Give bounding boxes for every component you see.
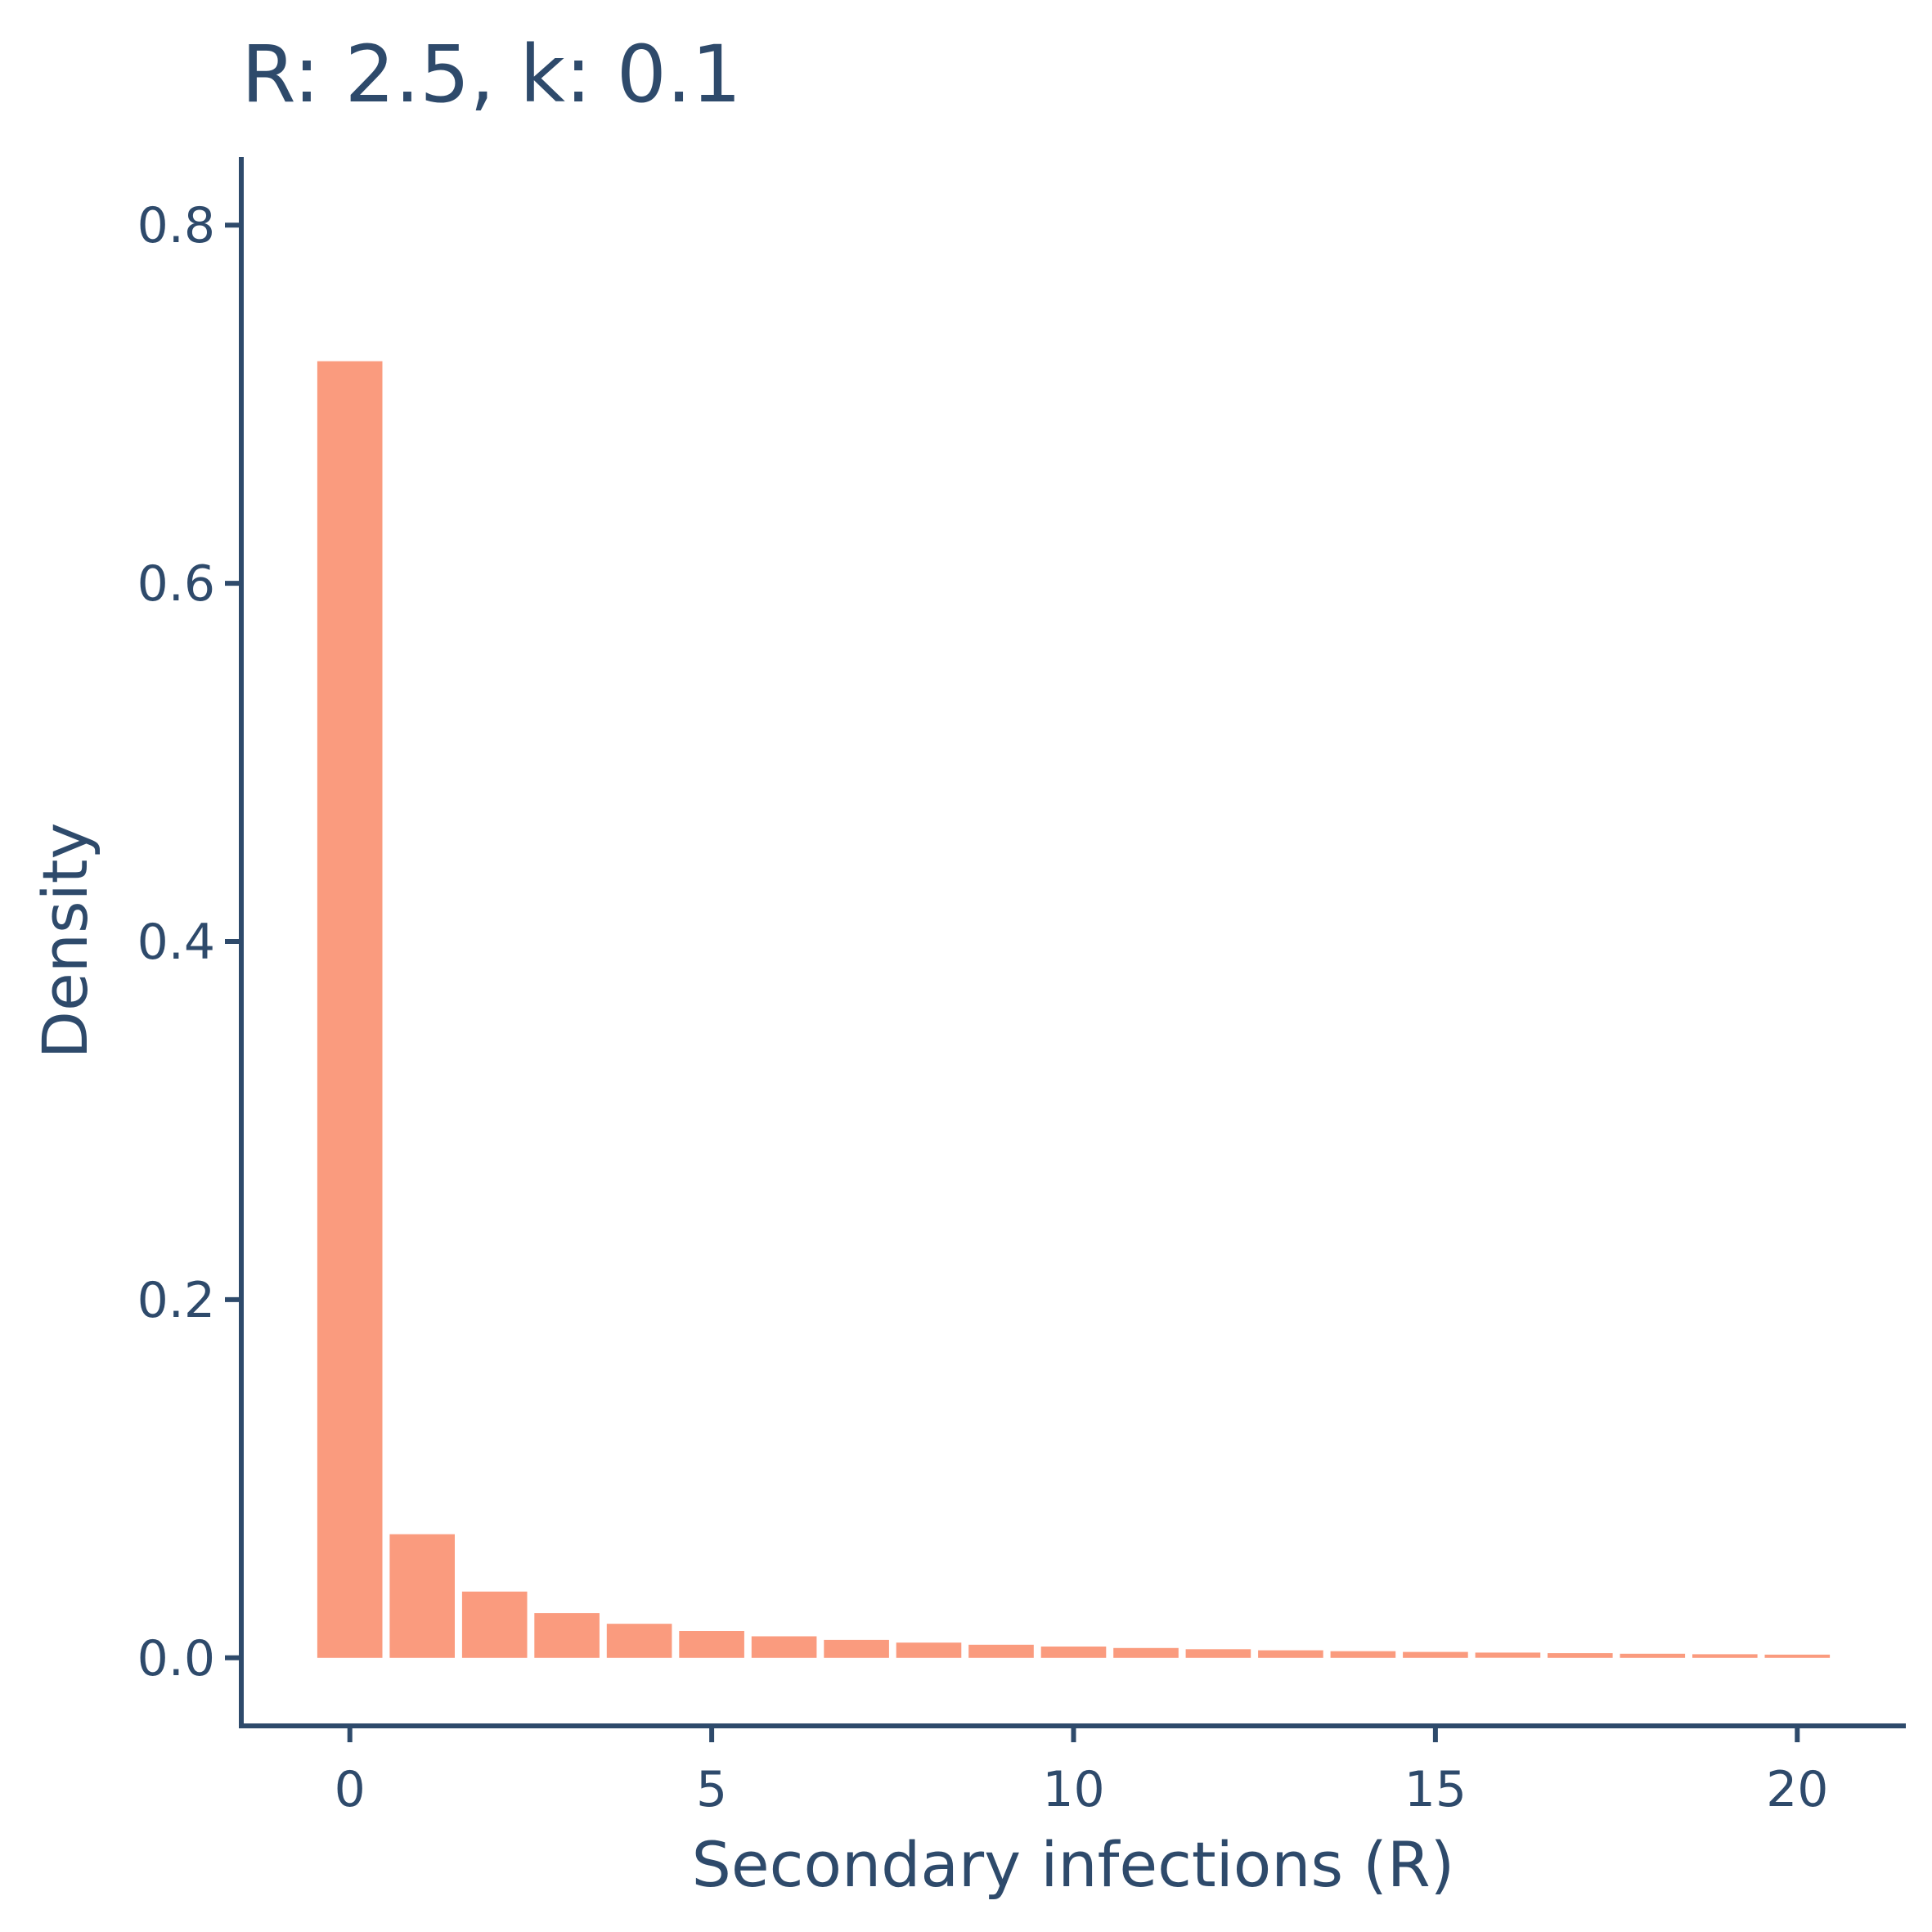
x-tick-label-10: 10 [1042, 1761, 1104, 1818]
bar-11 [1113, 1647, 1179, 1658]
bar-17 [1548, 1653, 1613, 1658]
bar-8 [896, 1642, 962, 1658]
x-tick-label-0: 0 [335, 1761, 366, 1818]
bar-7 [824, 1639, 889, 1658]
y-tick-label-0.4: 0.4 [137, 914, 215, 971]
bar-10 [1040, 1647, 1107, 1658]
bar-0 [317, 361, 383, 1658]
y-tick-label-0.8: 0.8 [137, 197, 215, 254]
bar-3 [534, 1613, 600, 1658]
x-axis-label: Secondary infections (R) [692, 1828, 1455, 1901]
y-tick-label-0.6: 0.6 [137, 555, 215, 613]
x-tick-label-5: 5 [696, 1761, 727, 1818]
x-tick-label-15: 15 [1404, 1761, 1467, 1818]
x-tick-label-20: 20 [1766, 1761, 1828, 1818]
bar-20 [1764, 1654, 1831, 1658]
bar-19 [1692, 1654, 1758, 1658]
bar-15 [1403, 1651, 1468, 1658]
y-tick-label-0.0: 0.0 [137, 1630, 215, 1687]
y-axis-label: Density [29, 823, 101, 1059]
bar-1 [389, 1534, 455, 1658]
chart-title: R: 2.5, k: 0.1 [241, 29, 741, 120]
bars [317, 361, 1831, 1658]
bar-4 [606, 1624, 672, 1658]
bar-2 [461, 1591, 528, 1658]
bar-18 [1620, 1653, 1686, 1658]
bar-12 [1185, 1649, 1251, 1658]
x-axis-ticks: 0 5 10 15 20 [335, 1726, 1828, 1818]
bar-14 [1330, 1651, 1396, 1658]
bar-16 [1475, 1652, 1541, 1658]
bar-9 [968, 1644, 1034, 1658]
bar-5 [679, 1631, 744, 1658]
y-axis-ticks: 0.0 0.2 0.4 0.6 0.8 [137, 197, 241, 1687]
y-tick-label-0.2: 0.2 [137, 1272, 215, 1329]
bar-13 [1258, 1650, 1323, 1658]
bar-6 [751, 1636, 817, 1658]
